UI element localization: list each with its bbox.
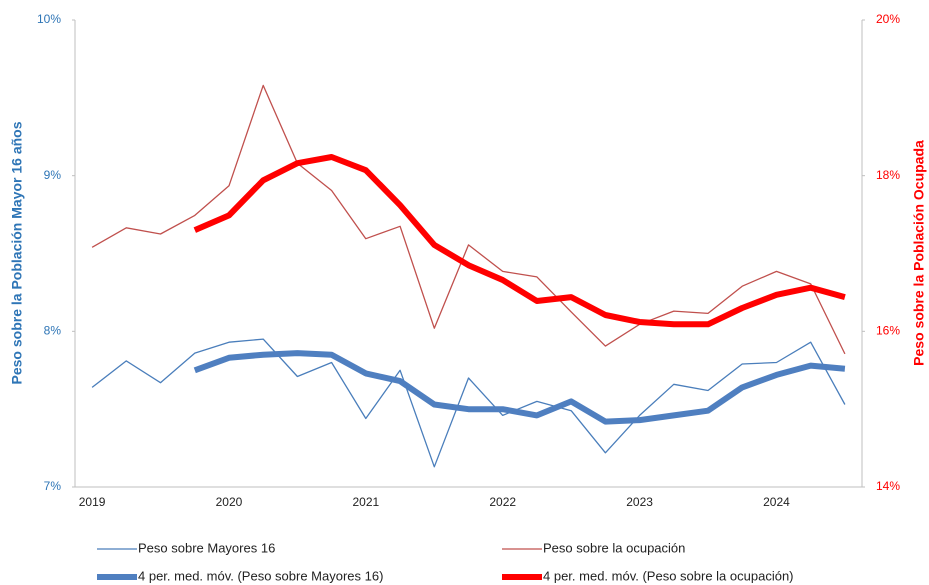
y2-tick-label: 18% [876, 168, 900, 182]
y-tick-label: 7% [44, 479, 62, 493]
y-tick-label: 8% [44, 324, 62, 338]
x-tick-label: 2020 [216, 495, 243, 509]
series-line [91, 84, 846, 355]
legend-label: 4 per. med. móv. (Peso sobre Mayores 16) [138, 568, 383, 583]
y2-tick-label: 16% [876, 324, 900, 338]
x-tick-label: 2024 [763, 495, 790, 509]
legend-label: 4 per. med. móv. (Peso sobre la ocupació… [543, 568, 794, 583]
series-line [193, 154, 846, 328]
x-tick-label: 2021 [352, 495, 379, 509]
x-tick-label: 2023 [626, 495, 653, 509]
y2-axis-label: Peso sobre la Población Ocupada [911, 140, 927, 366]
legend-label: Peso sobre Mayores 16 [138, 540, 275, 555]
legend-label: Peso sobre la ocupación [543, 540, 685, 555]
x-tick-label: 2019 [79, 495, 106, 509]
y2-tick-label: 14% [876, 479, 900, 493]
y-tick-label: 9% [44, 168, 62, 182]
x-tick-label: 2022 [489, 495, 516, 509]
y2-tick-label: 20% [876, 12, 900, 26]
series-line [193, 350, 846, 425]
series-line [91, 338, 846, 468]
y-axis-label: Peso sobre la Población Mayor 16 años [9, 121, 25, 384]
y-tick-label: 10% [37, 12, 61, 26]
